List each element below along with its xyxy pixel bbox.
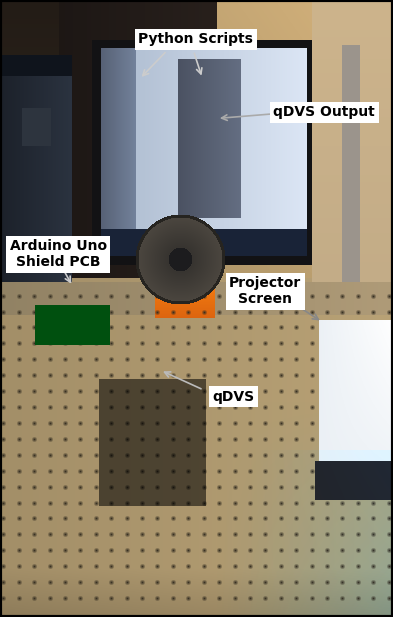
Text: qDVS: qDVS	[212, 390, 254, 404]
Text: Arduino Uno
Shield PCB: Arduino Uno Shield PCB	[9, 239, 107, 269]
Text: Projector
Screen: Projector Screen	[229, 276, 301, 306]
Text: Python Scripts: Python Scripts	[138, 33, 253, 46]
Text: qDVS Output: qDVS Output	[274, 106, 375, 119]
